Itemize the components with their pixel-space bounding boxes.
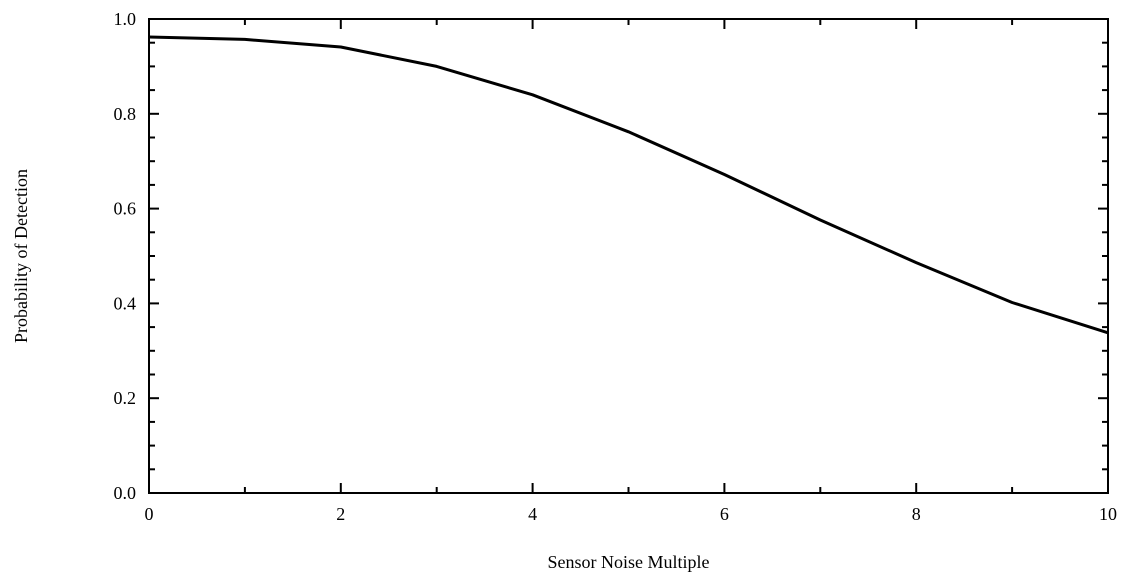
plot-frame [148,18,1109,494]
y-axis-label: Probability of Detection [11,169,31,343]
y-tick-label: 0.6 [114,199,137,219]
y-tick-label: 1.0 [114,9,137,29]
y-tick-label: 0.2 [114,388,137,408]
y-tick-label: 0.4 [114,293,137,313]
x-tick-label: 4 [528,504,537,524]
series-line [148,35,1109,335]
ticks-layer [148,18,1109,494]
x-tick-label: 10 [1099,504,1117,524]
y-tick-label: 0.0 [114,483,137,503]
x-axis-label: Sensor Noise Multiple [548,552,710,572]
tick-labels-layer: 0 2 4 6 8 10 0.0 0.2 0.4 0.6 0.8 1.0 [114,9,1118,524]
x-tick-label: 6 [720,504,729,524]
x-tick-label: 8 [912,504,921,524]
x-tick-label: 0 [145,504,154,524]
x-tick-label: 2 [336,504,345,524]
y-tick-label: 0.8 [114,104,137,124]
series-layer [148,35,1109,335]
